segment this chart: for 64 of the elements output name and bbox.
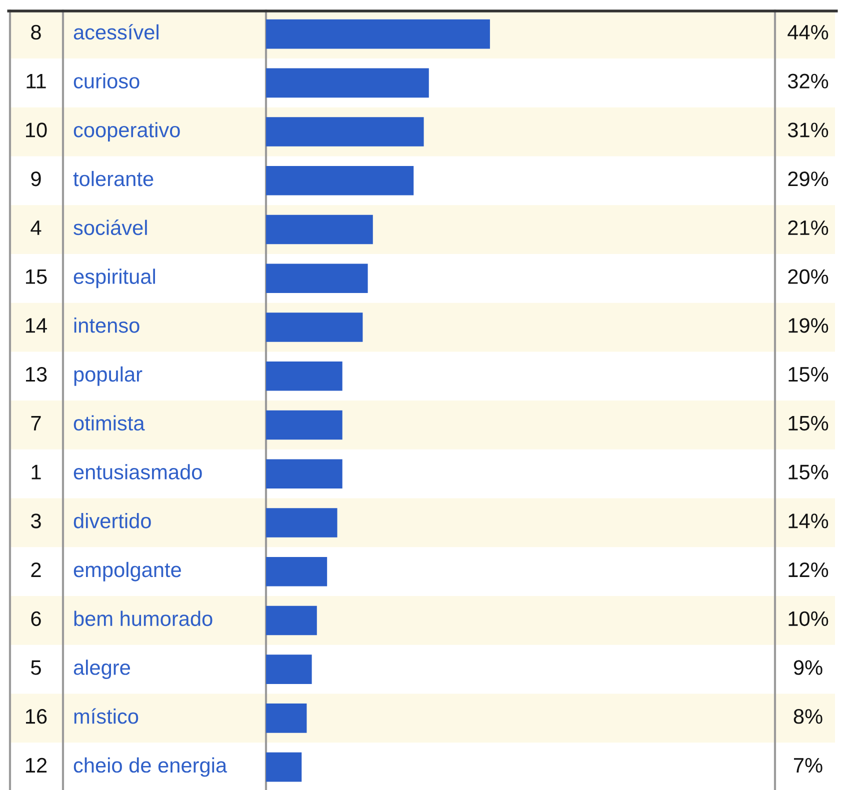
text: 6 [31,611,41,626]
y-tick-label: bem humorado [74,610,212,626]
data-label: 29% [788,171,828,186]
bar [266,214,373,244]
text: 7 [31,416,41,430]
data-label: 15% [788,367,828,382]
bar [266,312,363,342]
y-tick-label: cooperativo [74,122,180,142]
bar [266,704,307,733]
y-tick-label: intenso [74,318,140,333]
data-label: 44% [788,24,828,40]
text: 10 [26,122,47,138]
y-tick-label: tolerante [73,170,154,186]
bar [266,117,424,146]
y-tick-label: popular [74,366,142,386]
text: 9 [31,171,41,186]
bar [266,68,429,98]
data-label: 14% [788,514,828,528]
y-tick-label: místico [74,708,138,724]
text: 11 [26,74,46,88]
bar [266,459,342,489]
data-label: 32% [788,74,828,88]
y-tick-label: acessível [74,24,158,40]
bar [266,361,342,391]
y-tick-label: entusiasmado [74,464,202,480]
text: 8 [31,24,41,40]
text: 4 [30,220,42,235]
data-label: 10% [788,611,828,626]
data-label: 21% [788,220,828,236]
data-label: 15% [788,464,828,480]
text: 15 [26,269,47,284]
text: 12 [26,758,47,772]
data-label: 12% [788,562,828,578]
data-label: 19% [788,318,828,333]
bar [266,556,328,586]
bar [266,19,490,49]
text: 14 [26,318,47,333]
data-label: 15% [788,416,828,431]
y-tick-label: divertido [74,513,151,528]
data-label: 8% [794,709,822,724]
y-tick-label: cheio de energia [74,757,228,777]
bar [266,508,338,538]
y-tick-label: espiritual [74,268,155,288]
bar [266,654,312,684]
data-label: 20% [788,269,828,284]
bar [266,264,368,294]
bar [266,410,342,440]
data-label: 9% [794,660,822,675]
text: 2 [31,562,41,577]
text: 5 [31,660,41,675]
text: 3 [31,514,41,528]
y-tick-label: alegre [74,660,130,680]
y-tick-label: empolgante [74,562,181,582]
data-label: 31% [788,122,828,138]
data-label: 7% [794,758,822,773]
text: 16 [26,709,47,724]
y-tick-label: curioso [74,73,140,88]
bar [266,166,414,196]
bar [266,606,317,636]
y-tick-label: sociável [74,220,147,236]
text: 13 [26,366,47,382]
y-tick-label: otimista [74,415,145,431]
text: 1 [32,464,41,480]
bar [266,752,302,782]
